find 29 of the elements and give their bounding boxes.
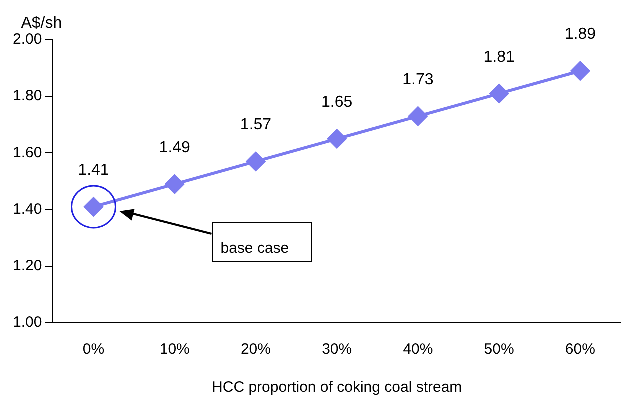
point <box>490 84 509 104</box>
y-axis-title: A$/sh <box>21 15 62 32</box>
data-label: 1.49 <box>159 139 191 156</box>
data-label: 1.81 <box>484 48 515 66</box>
point <box>328 130 347 149</box>
x-tick-label: 20% <box>240 341 271 358</box>
x-axis-title: HCC proportion of coking coal stream <box>212 379 462 396</box>
x-tick-label: 60% <box>565 341 596 358</box>
point <box>246 152 266 172</box>
x-tick-label: 50% <box>484 341 514 358</box>
annotation: base case <box>212 222 312 262</box>
data-label: 1.41 <box>78 162 110 179</box>
data-label: 1.89 <box>564 26 596 44</box>
point <box>570 62 590 81</box>
point <box>408 106 428 126</box>
y-tick-label: 1.40 <box>12 200 42 218</box>
data-label: 1.57 <box>240 116 272 134</box>
x-tick-label: 10% <box>160 341 190 358</box>
y-tick-label: 1.20 <box>12 258 42 275</box>
data-label: 1.65 <box>322 94 353 112</box>
y-tick-label: 1.60 <box>12 144 42 162</box>
y-tick-label: 2.00 <box>12 31 42 48</box>
point <box>165 174 184 194</box>
x-tick-label: 0% <box>82 341 105 358</box>
x-tick-label: 40% <box>403 341 434 358</box>
y-tick-label: 1.00 <box>12 314 42 332</box>
data-label: 1.73 <box>402 71 434 88</box>
x-tick-label: 30% <box>322 341 352 358</box>
y-tick-label: 1.80 <box>12 88 42 105</box>
